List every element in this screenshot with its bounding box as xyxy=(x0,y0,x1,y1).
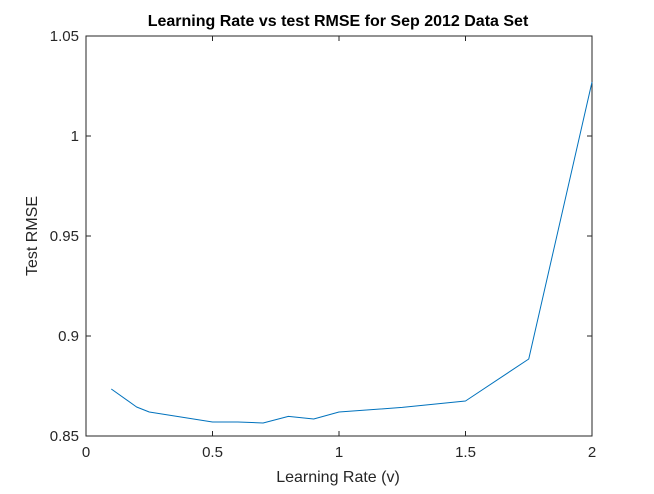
x-tick-label: 0.5 xyxy=(202,444,223,461)
y-axis-label: Test RMSE xyxy=(24,196,41,276)
axes-box xyxy=(85,35,593,437)
chart-title: Learning Rate vs test RMSE for Sep 2012 … xyxy=(148,13,529,30)
plot-area: 0 0.5 1 1.5 2 0.85 0.9 0.95 1 1.05 xyxy=(50,28,596,461)
y-tick-label: 0.95 xyxy=(50,228,79,245)
x-tick-label: 1 xyxy=(335,444,343,461)
y-tick-label: 1 xyxy=(71,128,79,145)
x-axis-label: Learning Rate (v) xyxy=(276,469,400,486)
series-line xyxy=(111,81,593,424)
x-tick-label: 0 xyxy=(82,444,90,461)
y-tick-label: 0.9 xyxy=(58,328,79,345)
x-tick-label: 1.5 xyxy=(455,444,476,461)
y-tick-label: 1.05 xyxy=(50,28,79,45)
y-tick-label: 0.85 xyxy=(50,428,79,445)
x-tick-label: 2 xyxy=(588,444,596,461)
